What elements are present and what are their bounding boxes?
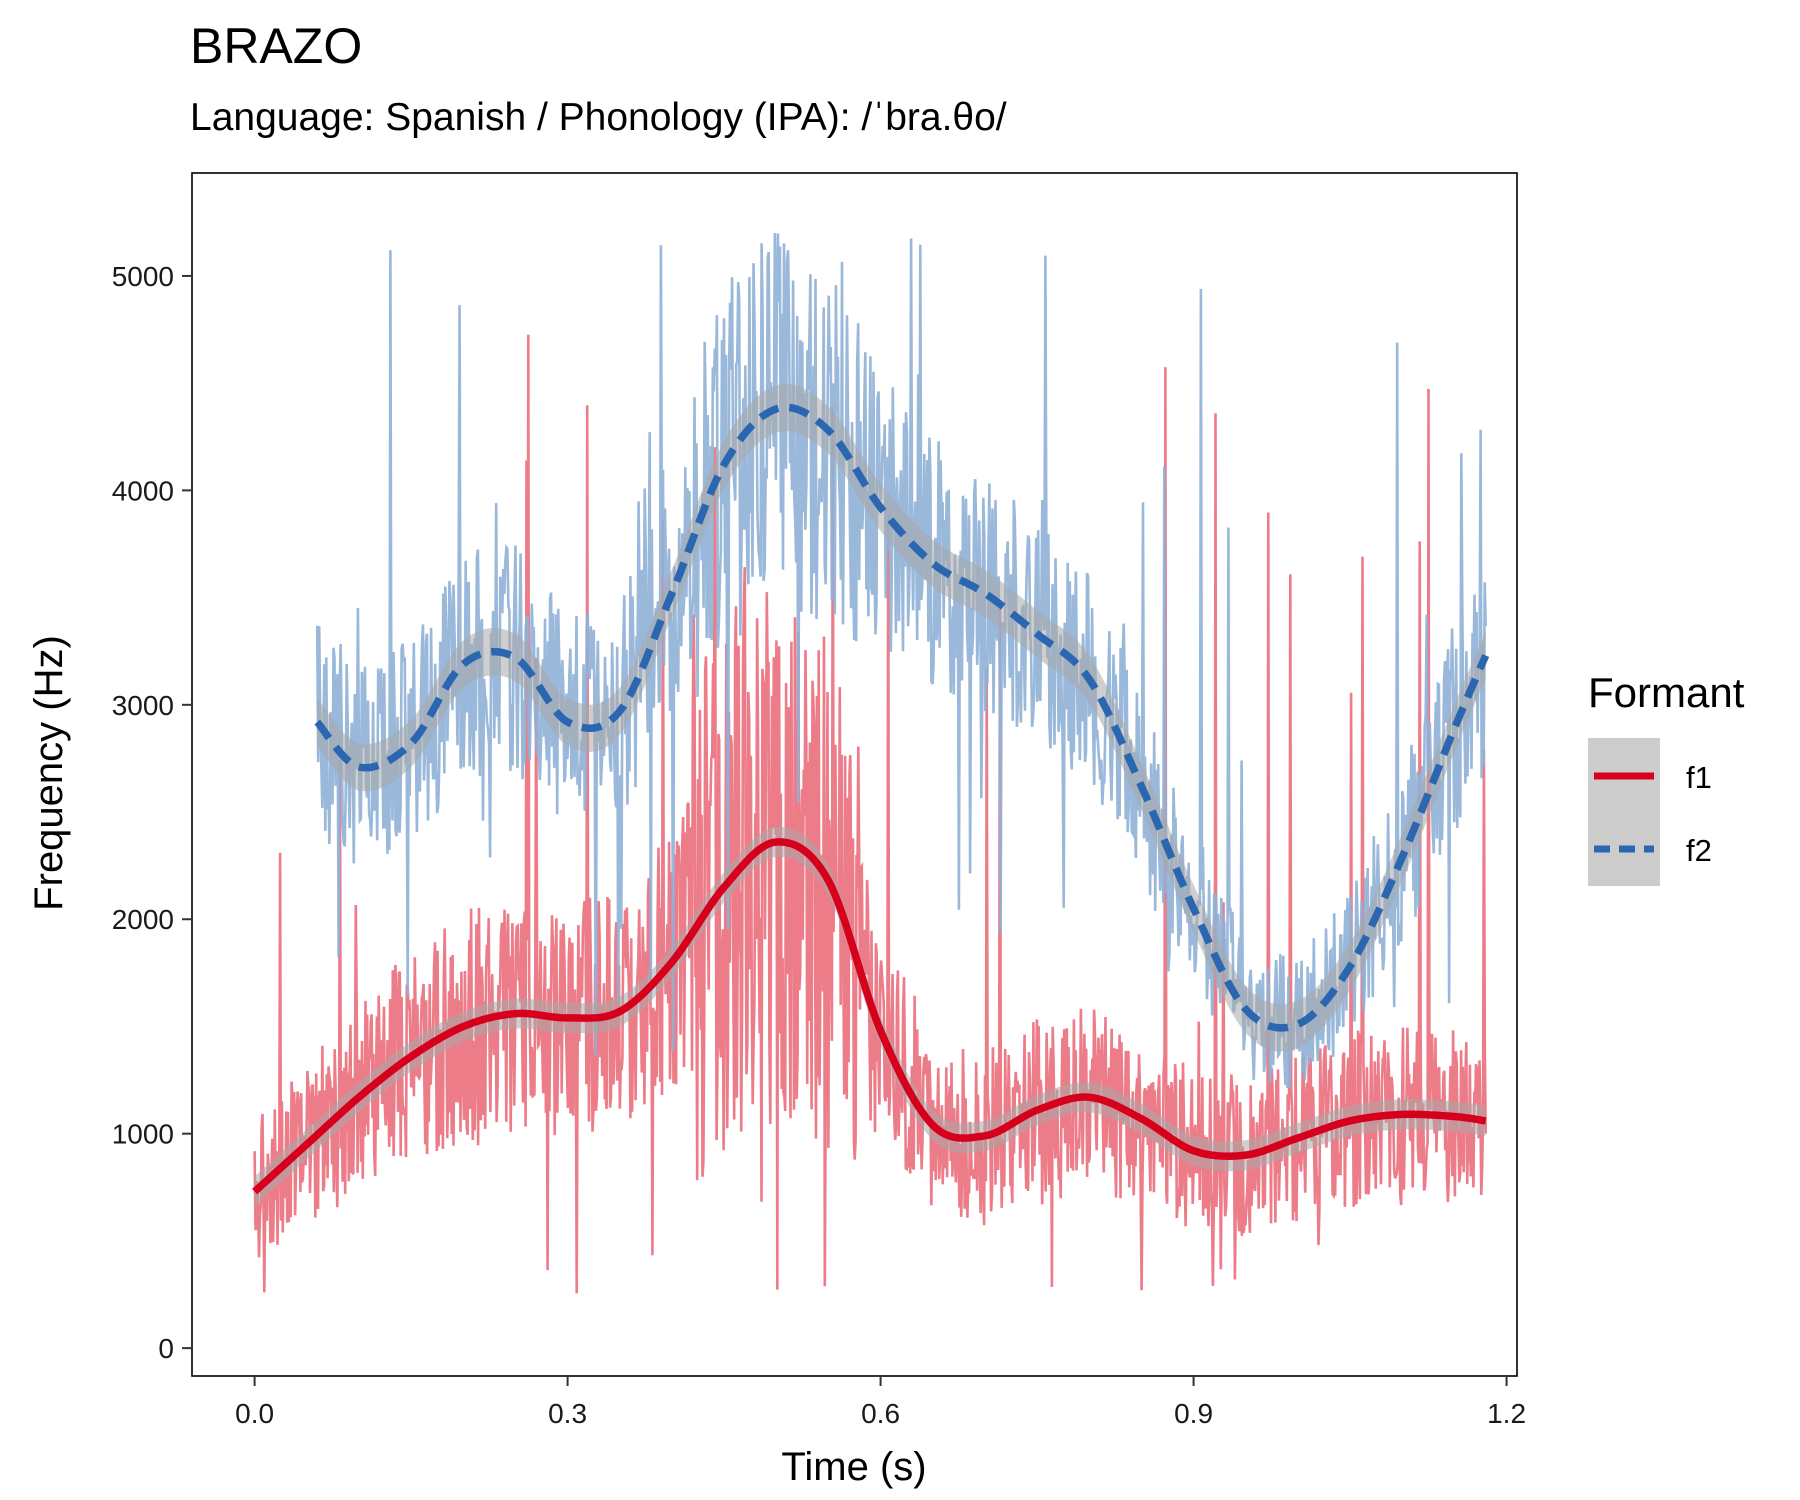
- confidence-band-f1: [254, 826, 1486, 1207]
- smooth-line-f2: [314, 403, 1490, 1032]
- y-axis-title: Frequency (Hz): [27, 635, 71, 911]
- x-tick-label: 0.0: [235, 1398, 274, 1429]
- chart-title: BRAZO: [190, 18, 362, 74]
- x-axis-title: Time (s): [781, 1445, 926, 1489]
- x-tick-label: 0.9: [1174, 1398, 1213, 1429]
- chart-subtitle: Language: Spanish / Phonology (IPA): /ˈb…: [190, 96, 1007, 139]
- y-tick-label: 2000: [112, 904, 174, 935]
- confidence-band-f2: [317, 383, 1486, 1052]
- legend: Formant f1 f2: [1588, 669, 1745, 886]
- legend-label-f2: f2: [1686, 833, 1712, 868]
- y-tick-label: 3000: [112, 690, 174, 721]
- legend-key-background: [1588, 738, 1660, 886]
- x-tick-label: 0.3: [548, 1398, 587, 1429]
- plot-area: [252, 232, 1490, 1294]
- y-tick-label: 4000: [112, 475, 174, 506]
- y-tick-label: 5000: [112, 261, 174, 292]
- smooth-line-f1: [252, 838, 1487, 1195]
- x-tick-label: 0.6: [861, 1398, 900, 1429]
- y-axis: 0 1000 2000 3000 4000 5000: [112, 261, 192, 1364]
- plot-border: [191, 172, 1518, 1377]
- legend-label-f1: f1: [1686, 760, 1712, 795]
- y-tick-label: 0: [158, 1333, 174, 1364]
- x-axis: 0.0 0.3 0.6 0.9 1.2: [235, 1376, 1526, 1429]
- x-tick-label: 1.2: [1487, 1398, 1526, 1429]
- legend-title: Formant: [1588, 669, 1745, 716]
- y-tick-label: 1000: [112, 1119, 174, 1150]
